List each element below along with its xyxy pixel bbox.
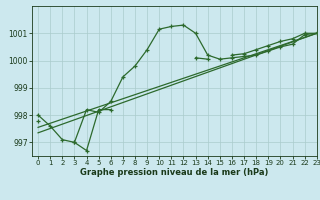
X-axis label: Graphe pression niveau de la mer (hPa): Graphe pression niveau de la mer (hPa) <box>80 168 268 177</box>
